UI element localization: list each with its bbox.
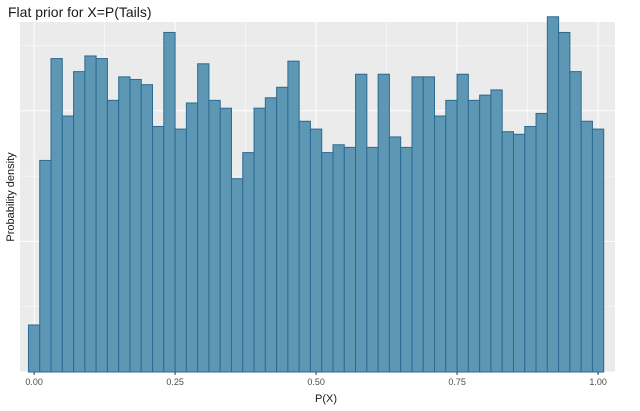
histogram-bar xyxy=(264,97,278,373)
histogram-bar xyxy=(253,107,266,373)
x-tick-label: 0.75 xyxy=(448,377,466,387)
histogram-bar xyxy=(185,102,199,373)
histogram-bar xyxy=(298,120,311,373)
histogram-bar xyxy=(479,94,492,373)
histogram-bar xyxy=(490,89,503,373)
histogram-bar xyxy=(377,73,390,373)
histogram-bar xyxy=(434,115,447,373)
x-axis-ticks: 0.00 0.25 0.50 0.75 1.00 xyxy=(25,372,607,387)
histogram-bar xyxy=(467,99,481,373)
histogram-bar xyxy=(152,125,165,373)
histogram-bar xyxy=(95,58,108,373)
histogram-bar xyxy=(50,58,63,373)
histogram-bar xyxy=(321,152,334,373)
x-tick-label: 0.50 xyxy=(307,377,325,387)
histogram-bar xyxy=(129,78,142,373)
histogram-bar xyxy=(106,99,120,373)
histogram-bar xyxy=(309,128,323,373)
histogram-bar xyxy=(355,73,368,373)
x-tick-label: 1.00 xyxy=(589,377,607,387)
histogram-bar xyxy=(558,31,571,373)
histogram-bar xyxy=(163,31,176,373)
histogram-bar xyxy=(208,99,221,373)
chart-title: Flat prior for X=P(Tails) xyxy=(8,4,152,20)
histogram-bar xyxy=(287,60,300,373)
histogram-bar xyxy=(400,146,413,373)
x-axis-title: P(X) xyxy=(315,393,337,405)
histogram-bar xyxy=(84,55,97,373)
histogram-bar xyxy=(242,152,255,373)
histogram-bar xyxy=(73,71,86,373)
histogram-bar xyxy=(366,146,379,373)
histogram-bar xyxy=(27,324,41,373)
histogram-bars xyxy=(27,16,605,373)
histogram-bar xyxy=(332,144,345,373)
histogram-bar xyxy=(197,63,210,373)
histogram-bar xyxy=(580,120,593,373)
histogram-bar xyxy=(524,125,537,373)
histogram-bar xyxy=(422,76,436,373)
histogram-bar xyxy=(569,71,582,373)
histogram-bar xyxy=(140,84,154,373)
histogram-bar xyxy=(276,86,289,373)
x-tick-label: 0.25 xyxy=(166,377,184,387)
histogram-bar xyxy=(512,133,526,373)
histogram-bar xyxy=(501,131,514,373)
histogram-bar xyxy=(118,76,131,373)
histogram-bar xyxy=(388,136,402,373)
histogram-bar xyxy=(174,128,187,373)
histogram-bar xyxy=(61,115,75,373)
histogram-bar xyxy=(456,73,469,373)
histogram-bar xyxy=(230,178,244,373)
y-axis-title: Probability density xyxy=(5,152,17,242)
histogram-bar xyxy=(411,76,424,373)
histogram-bar xyxy=(39,159,52,373)
histogram-bar xyxy=(219,107,232,373)
histogram-bar xyxy=(546,16,560,373)
histogram-bar xyxy=(343,146,357,373)
histogram-bar xyxy=(535,112,548,373)
histogram-bar xyxy=(591,128,605,373)
x-tick-label: 0.00 xyxy=(25,377,43,387)
histogram-bar xyxy=(445,99,458,373)
